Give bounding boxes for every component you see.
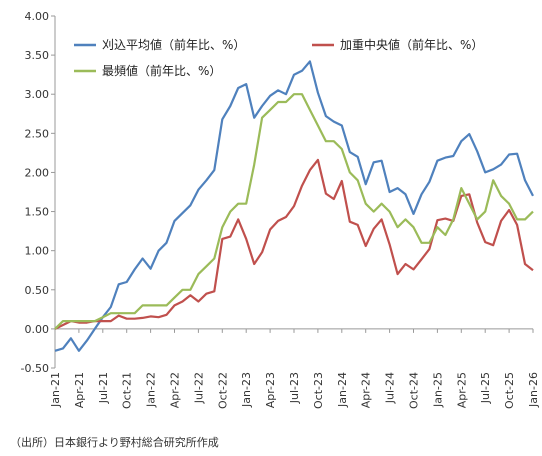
x-tick-label: Oct-25 [503, 372, 516, 409]
x-tick-label: Jan-24 [336, 372, 349, 408]
y-tick-label: 0.50 [25, 284, 50, 297]
y-tick-label: 4.00 [25, 10, 50, 23]
x-tick-label: Oct-23 [312, 372, 325, 409]
series-lines [54, 60, 534, 352]
series-line-1 [54, 60, 534, 352]
x-tick-label: Jan-22 [145, 372, 158, 408]
series-line-2 [54, 158, 534, 330]
x-tick-label: Jan-26 [527, 372, 540, 408]
x-tick-label: Oct-22 [216, 372, 229, 409]
source-note: （出所）日本銀行より野村総合研究所作成 [10, 436, 219, 449]
x-tick-label: Apr-22 [169, 372, 182, 408]
x-tick-label: Apr-25 [455, 372, 468, 408]
x-tick-label: Jul-23 [288, 372, 301, 404]
y-tick-label: 3.50 [25, 49, 50, 62]
x-tick-label: Jan-23 [240, 372, 253, 408]
x-tick-label: Jan-21 [49, 372, 62, 408]
x-tick-label: Apr-24 [360, 372, 373, 408]
x-axis-ticks: Jan-21 Apr-21 Jul-21 Oct-21 Jan-22 Apr-22 Jul-… [49, 328, 540, 409]
x-tick-label: Jul-25 [479, 372, 492, 404]
series-line-3 [54, 93, 534, 330]
y-tick-label: 1.00 [25, 245, 50, 258]
y-tick-label: 2.00 [25, 166, 50, 179]
y-tick-label: 1.50 [25, 206, 50, 219]
x-tick-label: Jan-25 [431, 372, 444, 408]
y-tick-label: 2.50 [25, 127, 50, 140]
legend-label-1: 刈込平均値（前年比、%） [102, 37, 245, 52]
x-tick-label: Apr-21 [73, 372, 86, 408]
y-axis-ticks: -0.50 0.00 0.50 1.00 1.50 2.00 2.50 3.00 3.50 4.0… [21, 10, 55, 375]
x-tick-label: Jul-21 [97, 372, 110, 404]
x-tick-label: Oct-24 [408, 372, 421, 409]
legend-label-3: 最頻値（前年比、%） [102, 63, 221, 78]
y-tick-label: 3.00 [25, 88, 50, 101]
y-tick-label: -0.50 [21, 362, 49, 375]
legend-label-2: 加重中央値（前年比、%） [340, 37, 483, 52]
line-chart: -0.50 0.00 0.50 1.00 1.50 2.00 2.50 3.00 3.50 4.0… [21, 10, 540, 409]
x-tick-label: Jul-22 [192, 372, 205, 404]
y-tick-label: 0.00 [25, 323, 50, 336]
x-tick-label: Oct-21 [121, 372, 134, 409]
legend: 刈込平均値（前年比、%） 加重中央値（前年比、%） 最頻値（前年比、%） [74, 37, 483, 78]
x-tick-label: Jul-24 [384, 372, 397, 404]
x-tick-label: Apr-23 [264, 372, 277, 408]
